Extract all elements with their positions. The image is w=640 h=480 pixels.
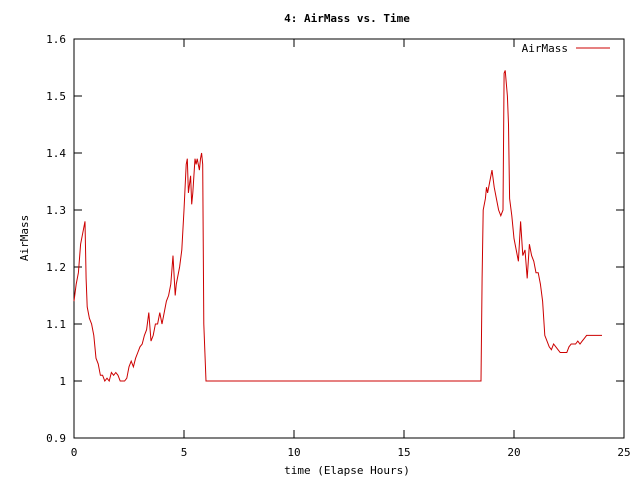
y-axis-label: AirMass [18, 215, 31, 261]
chart-title: 4: AirMass vs. Time [284, 12, 410, 25]
x-axis-label: time (Elapse Hours) [284, 464, 410, 477]
y-tick-label: 0.9 [46, 432, 66, 445]
y-tick-label: 1.1 [46, 318, 66, 331]
series-layer [73, 70, 602, 383]
x-tick-label: 0 [71, 446, 78, 459]
x-tick-label: 25 [617, 446, 630, 459]
legend: AirMass [522, 42, 610, 55]
y-tick-label: 1.5 [46, 90, 66, 103]
y-tick-label: 1.3 [46, 204, 66, 217]
x-axis: 0 5 10 15 20 25 [71, 39, 631, 459]
y-tick-label: 1.6 [46, 33, 66, 46]
y-tick-label: 1.4 [46, 147, 66, 160]
y-axis: 0.9 1 1.1 1.2 1.3 1.4 1.5 1.6 [46, 33, 624, 445]
x-tick-label: 20 [507, 446, 520, 459]
legend-label: AirMass [522, 42, 568, 55]
x-tick-label: 5 [181, 446, 188, 459]
y-tick-label: 1.2 [46, 261, 66, 274]
x-tick-label: 10 [287, 446, 300, 459]
plot-frame [73, 38, 625, 439]
y-tick-label: 1 [59, 375, 66, 388]
series-line-airmass [73, 70, 602, 383]
x-tick-label: 15 [397, 446, 410, 459]
